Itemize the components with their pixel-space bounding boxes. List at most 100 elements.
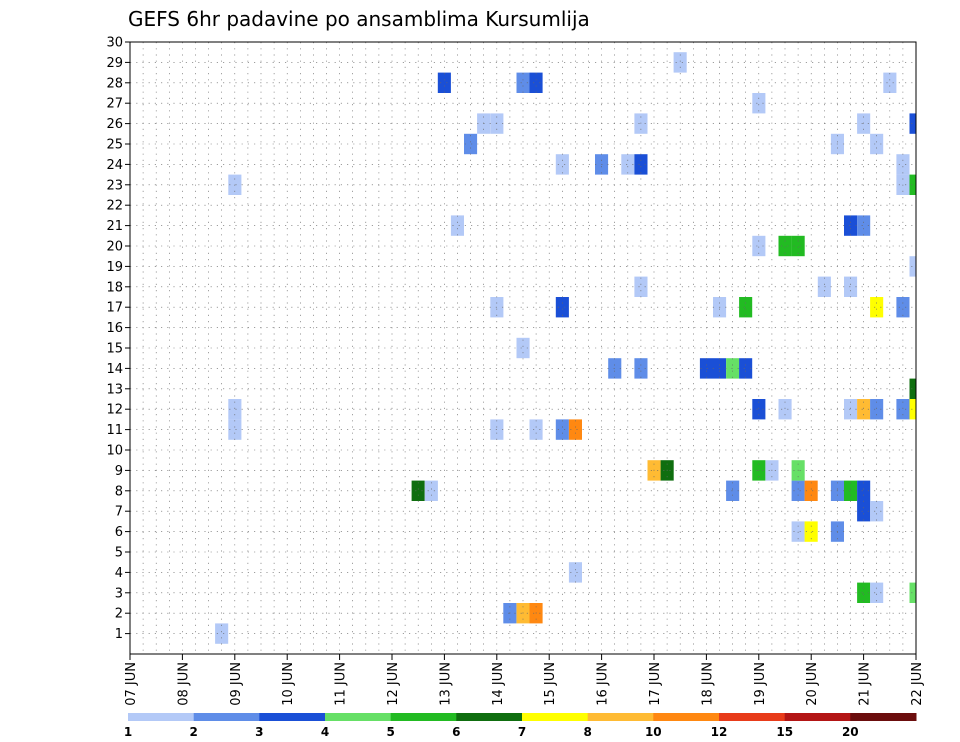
cell-member-23-65 <box>909 174 916 195</box>
x-tick-label: 21 JUN <box>858 662 873 706</box>
x-axis: 07 JUN 08 JUN 09 JUN 10 JUN 11 JUN 12 JUN 13 J… <box>124 654 925 706</box>
cell-member-8-15 <box>726 480 740 501</box>
cell-member-12-31 <box>228 399 242 420</box>
cell-member-18-53 <box>634 276 648 297</box>
colorbar: 1 2 3 4 5 6 7 8 10 12 15 20 <box>124 713 917 739</box>
cell-member-3-6 <box>909 582 916 603</box>
y-tick-label: 8 <box>115 484 123 499</box>
cell-member-24-66 <box>555 154 569 175</box>
y-tick-label: 18 <box>106 280 123 295</box>
cell-member-14-42 <box>699 358 713 379</box>
cell-member-11-28 <box>529 419 543 440</box>
cell-member-17-50 <box>739 297 753 318</box>
cell-member-11-29 <box>555 419 569 440</box>
x-tick-label: 13 JUN <box>438 662 453 706</box>
colorbar-swatch <box>719 713 786 721</box>
cell-member-17-51 <box>870 297 884 318</box>
x-tick-label: 17 JUN <box>648 662 663 706</box>
cell-member-8-19 <box>844 480 858 501</box>
cell-member-7-11 <box>857 501 871 522</box>
cell-member-8-16 <box>791 480 805 501</box>
x-tick-label: 12 JUN <box>386 662 401 706</box>
cell-member-18-55 <box>844 276 858 297</box>
y-tick-label: 3 <box>115 586 123 601</box>
y-tick-label: 10 <box>106 444 123 459</box>
y-tick-label: 27 <box>106 97 123 112</box>
x-tick-label: 11 JUN <box>334 662 349 706</box>
cell-member-21-61 <box>844 215 858 236</box>
colorbar-swatch <box>850 713 917 721</box>
cell-member-14-41 <box>634 358 648 379</box>
cell-member-8-13 <box>411 480 425 501</box>
y-tick-label: 28 <box>106 76 123 91</box>
y-tick-label: 1 <box>115 627 123 642</box>
x-tick-label: 22 JUN <box>910 662 925 706</box>
x-tick-label: 20 JUN <box>805 662 820 706</box>
y-axis: 1234567891011121314151617181920212223242… <box>106 36 130 642</box>
cell-member-28-81 <box>516 72 530 93</box>
colorbar-label: 7 <box>518 725 526 739</box>
cell-member-21-62 <box>857 215 871 236</box>
y-tick-label: 4 <box>115 566 123 581</box>
colorbar-label: 6 <box>452 725 460 739</box>
cell-member-4-7 <box>568 562 582 583</box>
cell-member-12-37 <box>896 399 910 420</box>
cell-member-6-9 <box>804 521 818 542</box>
y-tick-label: 17 <box>106 301 123 316</box>
cell-member-14-45 <box>739 358 753 379</box>
colorbar-label: 2 <box>190 725 198 739</box>
y-tick-label: 7 <box>115 505 123 520</box>
colorbar-swatch <box>456 713 523 721</box>
x-tick-label: 15 JUN <box>543 662 558 706</box>
cell-member-25-71 <box>464 133 478 155</box>
cell-member-12-32 <box>752 399 766 420</box>
y-tick-label: 11 <box>106 423 123 438</box>
colorbar-swatch <box>128 713 195 721</box>
x-tick-label: 09 JUN <box>229 662 244 706</box>
y-tick-label: 16 <box>106 321 123 336</box>
cell-member-11-26 <box>228 419 242 440</box>
y-tick-label: 6 <box>115 525 123 540</box>
cell-member-12-34 <box>844 399 858 420</box>
colorbar-label: 8 <box>584 725 592 739</box>
cell-member-6-8 <box>791 521 805 542</box>
cell-member-20-59 <box>791 235 805 257</box>
colorbar-swatch <box>325 713 392 721</box>
y-tick-label: 21 <box>106 219 123 234</box>
x-tick-label: 14 JUN <box>491 662 506 706</box>
cell-member-8-14 <box>424 480 438 501</box>
y-tick-label: 25 <box>106 138 123 153</box>
cell-member-12-35 <box>857 399 871 420</box>
cell-member-14-44 <box>726 358 740 379</box>
cell-member-25-73 <box>870 133 884 155</box>
cell-member-20-57 <box>752 235 766 257</box>
y-tick-label: 5 <box>115 546 123 561</box>
colorbar-label: 15 <box>776 725 793 739</box>
colorbar-label: 10 <box>645 725 662 739</box>
cell-member-27-79 <box>752 93 766 114</box>
cell-member-15-46 <box>516 337 530 359</box>
y-tick-label: 24 <box>106 158 123 173</box>
y-tick-label: 30 <box>106 36 123 51</box>
x-tick-label: 18 JUN <box>700 662 715 706</box>
y-tick-label: 12 <box>106 403 123 418</box>
cell-member-28-82 <box>529 72 543 93</box>
y-tick-label: 9 <box>115 464 123 479</box>
colorbar-label: 5 <box>387 725 395 739</box>
cell-member-12-36 <box>870 399 884 420</box>
y-tick-label: 22 <box>106 199 123 214</box>
colorbar-swatch <box>193 713 260 721</box>
cell-member-3-5 <box>870 582 884 603</box>
cell-member-18-54 <box>817 276 831 297</box>
cell-member-3-4 <box>857 582 871 603</box>
y-tick-label: 20 <box>106 240 123 255</box>
colorbar-label: 12 <box>711 725 728 739</box>
y-tick-label: 26 <box>106 117 123 132</box>
x-tick-label: 07 JUN <box>124 662 139 706</box>
cell-member-24-70 <box>896 154 910 175</box>
x-tick-label: 10 JUN <box>281 662 296 706</box>
colorbar-swatch <box>390 713 457 721</box>
cell-member-24-69 <box>634 154 648 175</box>
colorbar-swatch <box>784 713 851 721</box>
